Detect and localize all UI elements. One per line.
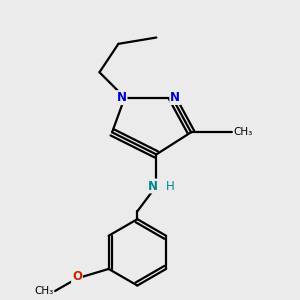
- Text: O: O: [72, 270, 82, 283]
- Text: CH₃: CH₃: [34, 286, 53, 296]
- Text: N: N: [117, 91, 127, 104]
- Text: CH₃: CH₃: [234, 127, 253, 137]
- Text: N: N: [170, 91, 180, 104]
- Text: H: H: [166, 179, 175, 193]
- Text: N: N: [148, 179, 158, 193]
